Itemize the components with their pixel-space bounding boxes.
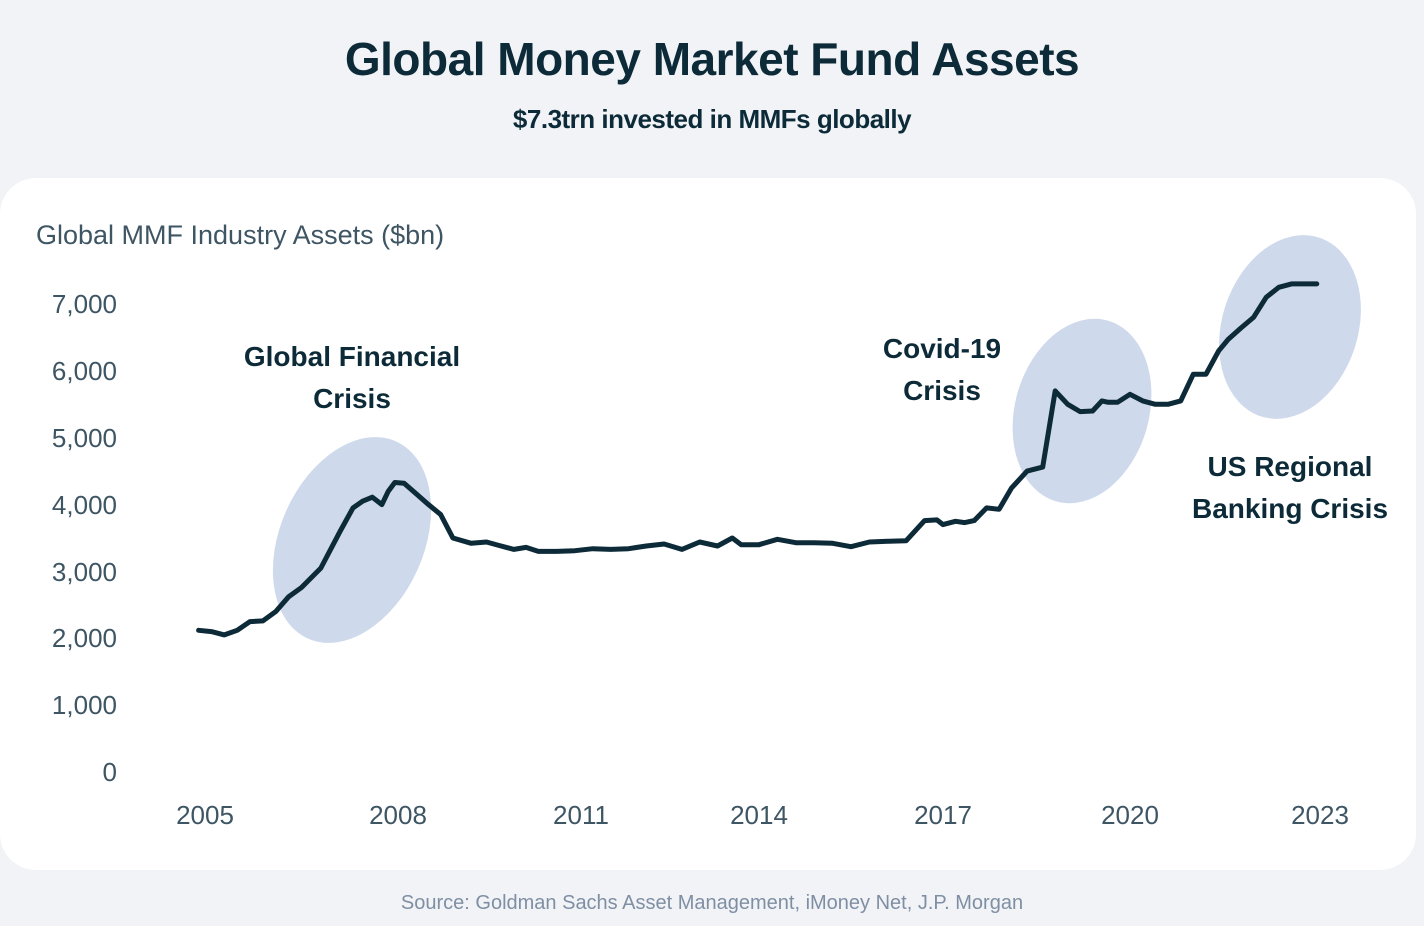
annotation-banking-line1: US Regional (1207, 451, 1373, 482)
annotation-banking-line2: Banking Crisis (1191, 493, 1389, 524)
x-tick-label: 2023 (1291, 800, 1349, 830)
annotation-gfc-line2: Crisis (313, 383, 391, 414)
source-note: Source: Goldman Sachs Asset Management, … (400, 892, 1024, 914)
x-tick-label: 2014 (730, 800, 788, 830)
y-tick-label: 6,000 (51, 356, 117, 386)
annotation-covid: Covid-19 Crisis (852, 328, 1032, 412)
y-tick-label: 0 (102, 757, 117, 787)
x-tick-label: 2008 (369, 800, 427, 830)
chart-card (0, 178, 1416, 870)
assets-series-line (196, 281, 1320, 638)
y-tick-label: 3,000 (51, 557, 117, 587)
x-tick-label: 2005 (176, 800, 234, 830)
y-tick-label: 5,000 (51, 423, 117, 453)
annotation-banking: US Regional Banking Crisis (1175, 446, 1405, 530)
annotation-gfc-line1: Global Financial (243, 341, 461, 372)
y-tick-label: 7,000 (51, 289, 117, 319)
y-tick-label: 1,000 (51, 690, 117, 720)
annotation-covid-line1: Covid-19 (882, 333, 1002, 364)
chart-title: Global Money Market Fund Assets (344, 33, 1080, 85)
gfc-highlight (272, 437, 432, 643)
x-tick-label: 2011 (553, 800, 609, 830)
y-tick-label: 2,000 (51, 623, 117, 653)
y-tick-label: 4,000 (51, 490, 117, 520)
annotation-gfc: Global Financial Crisis (222, 336, 482, 420)
x-tick-label: 2017 (914, 800, 972, 830)
chart-subtitle: $7.3trn invested in MMFs globally (512, 104, 912, 134)
x-tick-label: 2020 (1101, 800, 1159, 830)
annotation-covid-line2: Crisis (903, 375, 981, 406)
y-axis-label: Global MMF Industry Assets ($bn) (36, 220, 445, 250)
banking-highlight (1219, 235, 1361, 419)
